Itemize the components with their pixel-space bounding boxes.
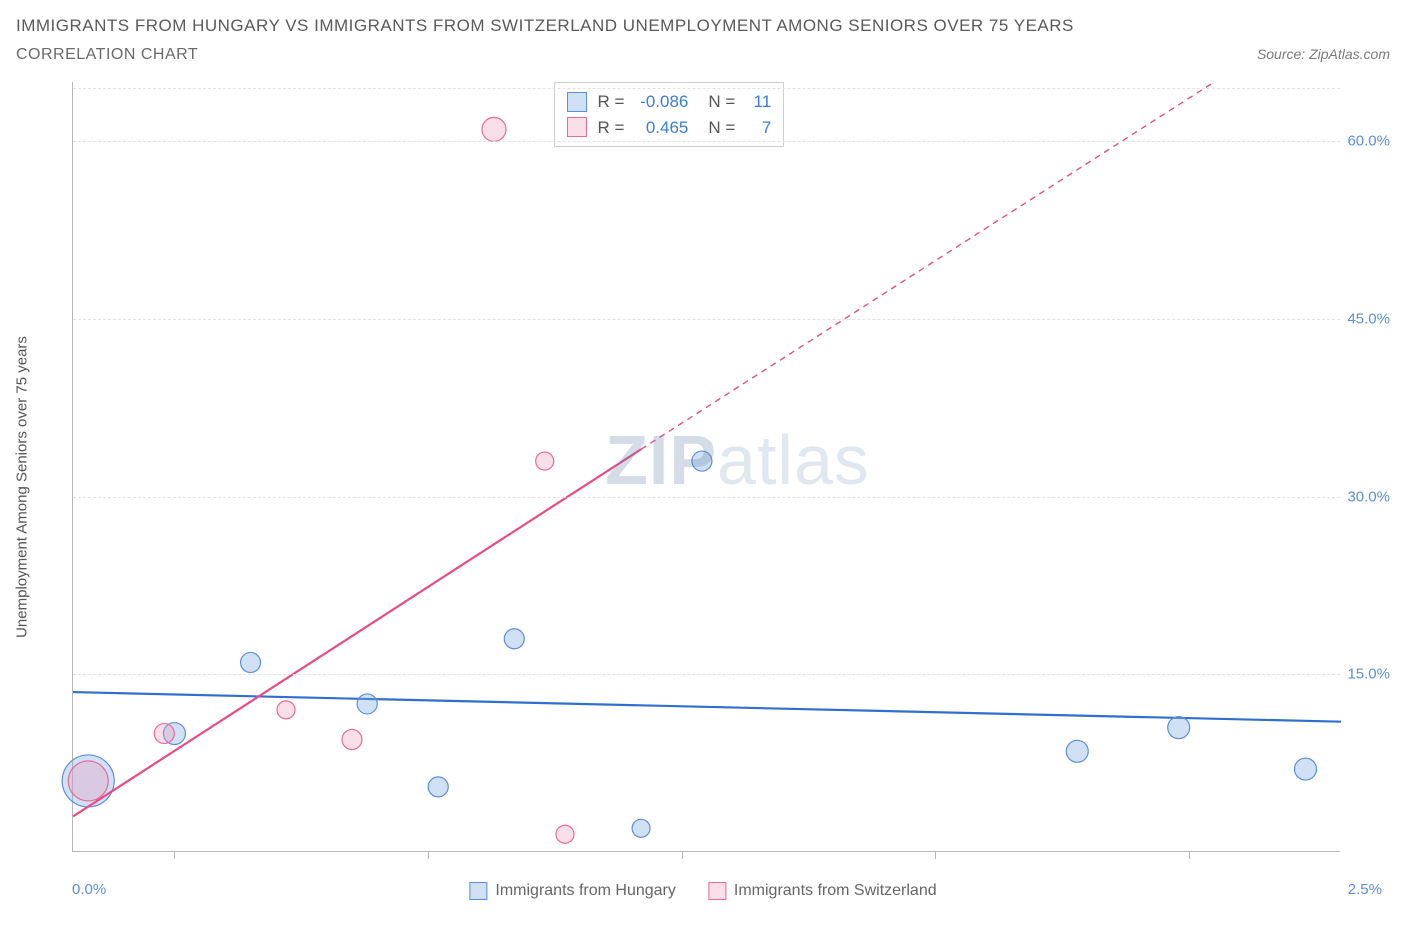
legend-swatch: [708, 882, 726, 900]
chart-subtitle: CORRELATION CHART: [16, 46, 198, 64]
data-point-switzerland: [482, 117, 506, 141]
trend-line-switzerland: [73, 449, 641, 816]
legend-swatch: [469, 882, 487, 900]
legend-label: Immigrants from Switzerland: [734, 882, 937, 900]
data-point-switzerland: [68, 761, 108, 801]
data-point-hungary: [1294, 758, 1316, 780]
x-axis-min-label: 0.0%: [72, 881, 106, 898]
x-tick: [935, 851, 936, 859]
gridline: [73, 141, 1340, 142]
trend-line-hungary: [73, 692, 1341, 722]
stat-r-label: R =: [597, 89, 624, 115]
legend-swatch: [567, 117, 587, 137]
x-axis-max-label: 2.5%: [1348, 881, 1382, 898]
y-tick-label: 15.0%: [1347, 666, 1390, 683]
correlation-stats-box: R = -0.086 N = 11 R = 0.465 N = 7: [554, 82, 784, 147]
y-tick-label: 60.0%: [1347, 133, 1390, 150]
data-point-hungary: [504, 629, 524, 649]
data-point-hungary: [357, 694, 377, 714]
chart-container: Unemployment Among Seniors over 75 years…: [16, 72, 1390, 902]
scatter-svg: [73, 82, 1341, 852]
gridline: [73, 497, 1340, 498]
stat-n-value: 11: [745, 89, 771, 115]
legend-item: Immigrants from Hungary: [469, 882, 676, 900]
stats-row: R = -0.086 N = 11: [567, 89, 771, 115]
gridline: [73, 674, 1340, 675]
data-point-hungary: [241, 652, 261, 672]
gridline: [73, 319, 1340, 320]
gridline: [73, 88, 1340, 89]
y-tick-label: 30.0%: [1347, 488, 1390, 505]
x-tick: [1189, 851, 1190, 859]
source-attribution: Source: ZipAtlas.com: [1257, 46, 1390, 62]
y-tick-label: 45.0%: [1347, 310, 1390, 327]
title-block: IMMIGRANTS FROM HUNGARY VS IMMIGRANTS FR…: [16, 16, 1390, 64]
data-point-switzerland: [536, 452, 554, 470]
legend-item: Immigrants from Switzerland: [708, 882, 937, 900]
plot-area: R =-0.086N =11R =0.465N =7 ZIPatlas 15.0…: [72, 82, 1340, 852]
data-point-hungary: [428, 777, 448, 797]
data-point-hungary: [1066, 740, 1088, 762]
x-tick: [682, 851, 683, 859]
data-point-switzerland: [277, 701, 295, 719]
stat-n-value: 7: [745, 115, 771, 141]
data-point-switzerland: [556, 825, 574, 843]
stat-r-label: R =: [597, 115, 624, 141]
stat-n-label: N =: [708, 89, 735, 115]
stat-r-value: 0.465: [634, 115, 688, 141]
x-tick: [174, 851, 175, 859]
stat-r-value: -0.086: [634, 89, 688, 115]
chart-title: IMMIGRANTS FROM HUNGARY VS IMMIGRANTS FR…: [16, 16, 1390, 36]
data-point-switzerland: [154, 724, 174, 744]
x-tick: [428, 851, 429, 859]
data-point-switzerland: [342, 729, 362, 749]
legend-swatch: [567, 92, 587, 112]
y-axis-label: Unemployment Among Seniors over 75 years: [14, 336, 31, 638]
legend-label: Immigrants from Hungary: [495, 882, 676, 900]
data-point-hungary: [1168, 717, 1190, 739]
stat-n-label: N =: [708, 115, 735, 141]
data-point-hungary: [632, 819, 650, 837]
stats-row: R = 0.465 N = 7: [567, 115, 771, 141]
data-point-hungary: [692, 451, 712, 471]
series-legend: Immigrants from Hungary Immigrants from S…: [469, 882, 936, 900]
